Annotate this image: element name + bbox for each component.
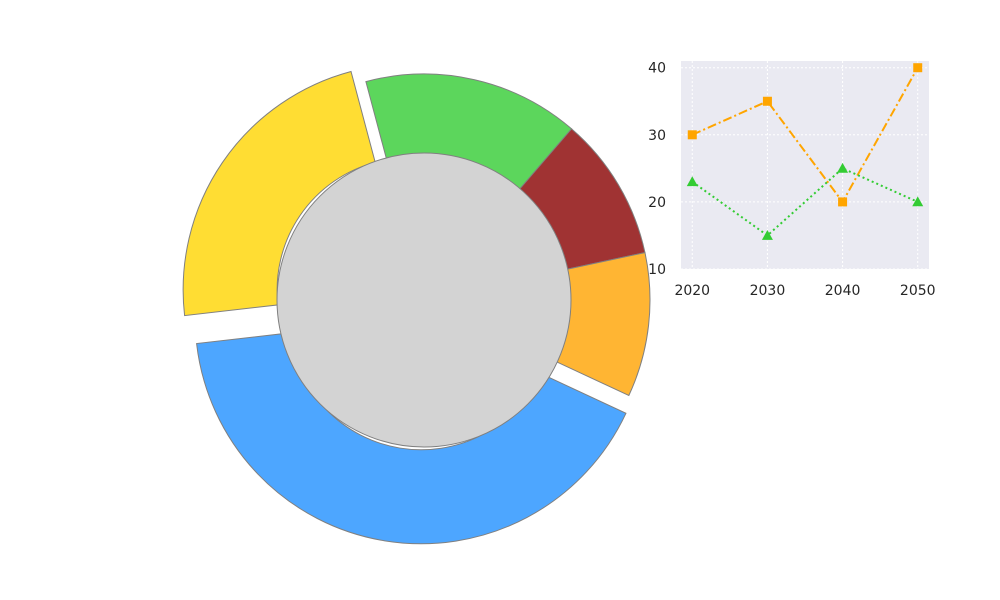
donut-chart — [182, 70, 651, 545]
series-0-point — [913, 63, 923, 73]
series-1-point — [686, 176, 698, 187]
donut-center — [276, 152, 572, 448]
y-tick-label: 10 — [648, 262, 666, 278]
series-line-0 — [691, 67, 919, 204]
series-group — [686, 63, 924, 240]
y-tick-labels: 10 20 30 40 — [648, 61, 666, 278]
series-1-point — [837, 162, 849, 173]
series-1-point — [761, 229, 773, 240]
x-tick-label: 2030 — [750, 283, 786, 299]
y-tick-label: 40 — [648, 61, 666, 77]
x-tick-label: 2050 — [900, 283, 936, 299]
series-0-point — [838, 197, 848, 207]
y-tick-label: 20 — [648, 195, 666, 211]
series-1-point — [912, 196, 924, 207]
series-0-point — [762, 96, 772, 106]
y-tick-label: 30 — [648, 128, 666, 144]
donut-slice-1 — [182, 70, 376, 317]
series-line-1 — [691, 167, 919, 237]
plot-background — [681, 61, 929, 269]
x-tick-label: 2040 — [825, 283, 861, 299]
series-0-point — [687, 130, 697, 140]
x-tick-labels: 2020 2030 2040 2050 — [674, 283, 935, 299]
x-tick-label: 2020 — [674, 283, 710, 299]
